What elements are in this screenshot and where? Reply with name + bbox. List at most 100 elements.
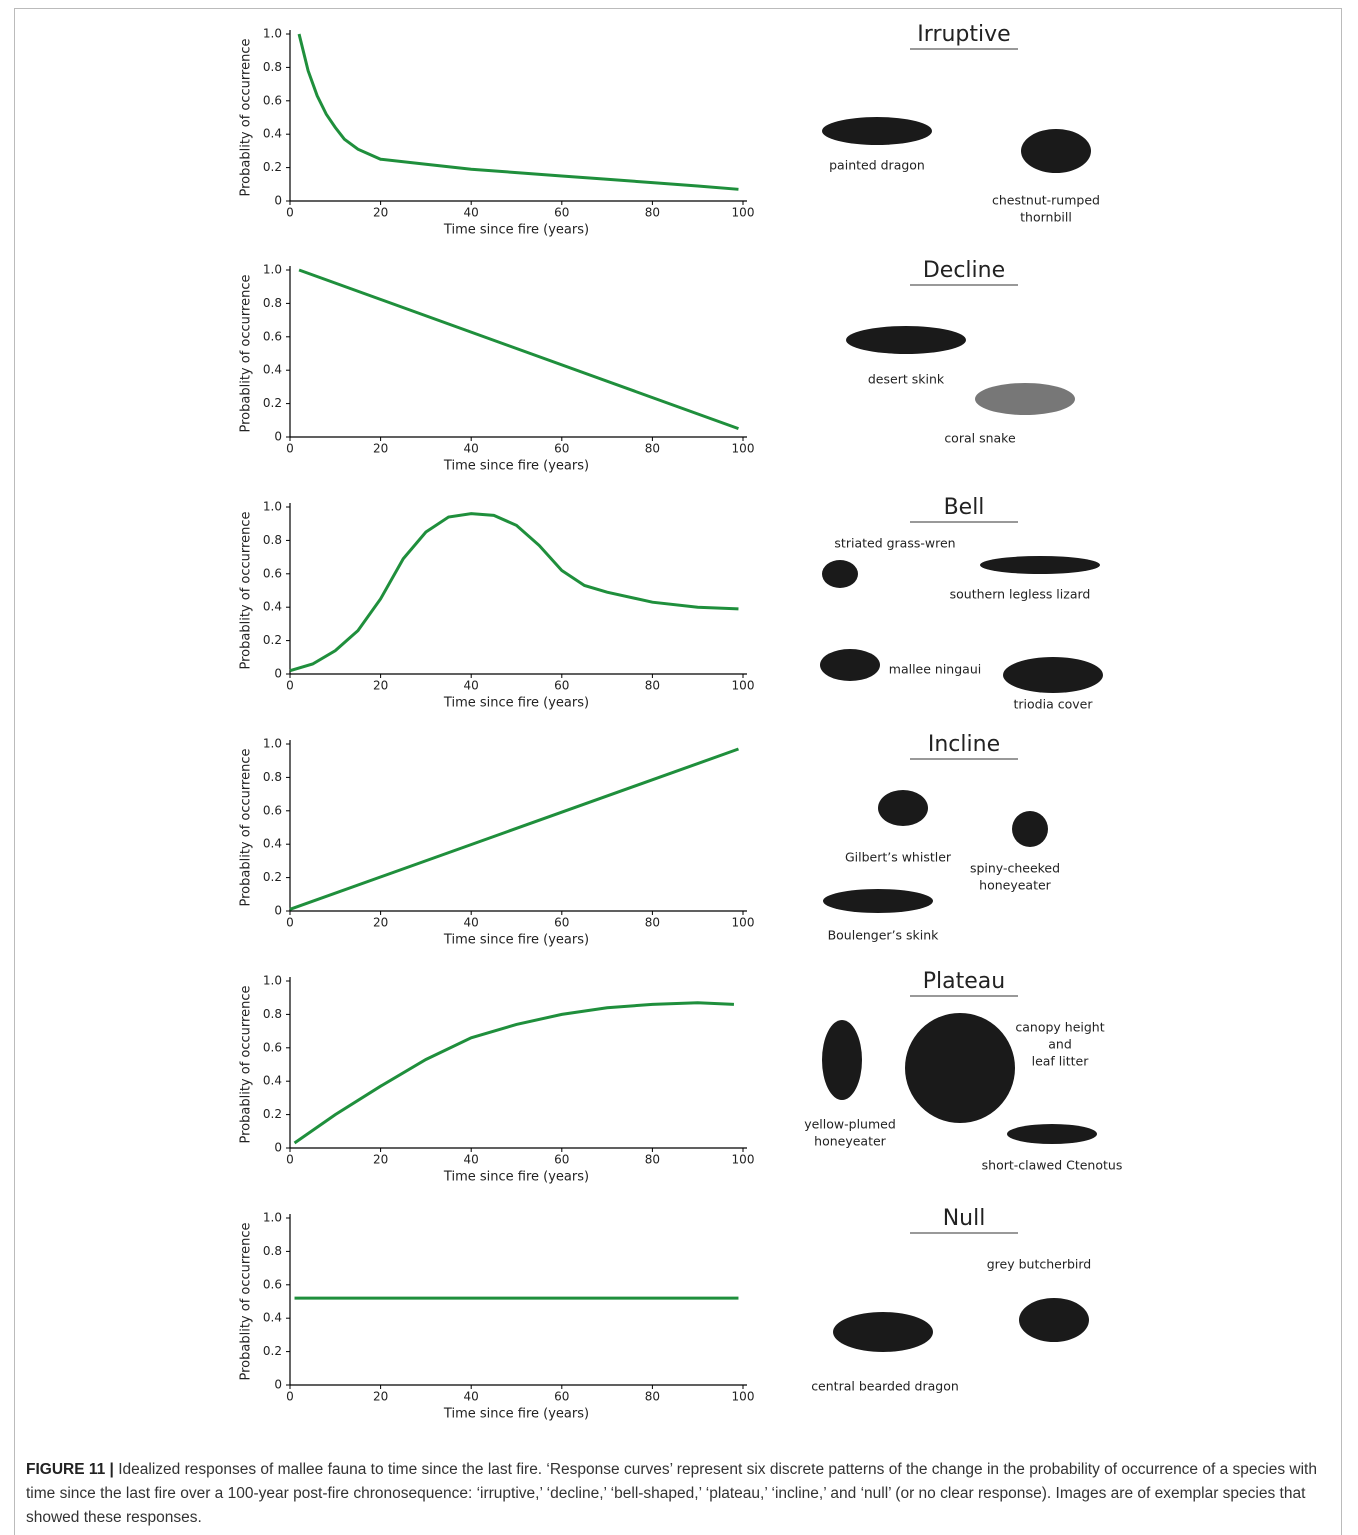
x-tick-label: 100 <box>732 206 755 220</box>
species-label: Boulenger’s skink <box>828 928 940 943</box>
figure: 0 0.2 0.4 0.6 0.8 1.0 0 20 40 60 80 100 Time since f… <box>0 0 1358 1535</box>
x-tick-label: 100 <box>732 679 755 693</box>
species-silhouette <box>1003 657 1103 693</box>
y-tick-label: 0.8 <box>263 60 282 74</box>
y-tick-label: 1.0 <box>263 27 282 41</box>
y-tick-label: 0.8 <box>263 1244 282 1258</box>
x-tick-label: 40 <box>464 1153 479 1167</box>
y-tick-label: 0.8 <box>263 296 282 310</box>
species-label: painted dragon <box>829 158 925 173</box>
species-label: triodia cover <box>1014 697 1094 712</box>
y-tick-label: 0.4 <box>263 600 282 614</box>
panel-title: Plateau <box>923 969 1005 994</box>
species-label: short-clawed Ctenotus <box>982 1158 1123 1173</box>
x-tick-label: 80 <box>645 679 660 693</box>
species-label: mallee ningaui <box>889 662 981 677</box>
species-label: honeyeater <box>979 878 1052 893</box>
y-tick-label: 0 <box>274 904 282 918</box>
x-tick-label: 0 <box>286 679 294 693</box>
species-label: honeyeater <box>814 1134 887 1149</box>
x-axis-label: Time since fire (years) <box>443 459 589 474</box>
species-silhouette <box>822 560 858 588</box>
x-tick-label: 0 <box>286 206 294 220</box>
y-tick-label: 0.6 <box>263 1040 282 1054</box>
y-tick-label: 0.2 <box>263 396 282 410</box>
x-tick-label: 0 <box>286 442 294 456</box>
species-label: and <box>1048 1037 1072 1052</box>
x-tick-label: 40 <box>464 916 479 930</box>
x-tick-label: 20 <box>373 206 388 220</box>
y-tick-label: 0.2 <box>263 160 282 174</box>
x-tick-label: 60 <box>554 1153 569 1167</box>
x-tick-label: 100 <box>732 442 755 456</box>
x-tick-label: 80 <box>645 206 660 220</box>
y-tick-label: 0.4 <box>263 127 282 141</box>
x-tick-label: 80 <box>645 916 660 930</box>
species-silhouette <box>822 1020 862 1100</box>
x-tick-label: 80 <box>645 1390 660 1404</box>
species-label: spiny-cheeked <box>970 861 1060 876</box>
species-silhouette <box>1019 1298 1089 1342</box>
x-tick-label: 0 <box>286 1390 294 1404</box>
y-tick-label: 1.0 <box>263 737 282 751</box>
y-tick-label: 0.6 <box>263 1277 282 1291</box>
y-tick-label: 0.4 <box>263 1074 282 1088</box>
y-tick-label: 0.6 <box>263 93 282 107</box>
x-tick-label: 60 <box>554 1390 569 1404</box>
species-silhouette <box>833 1312 933 1352</box>
x-tick-label: 40 <box>464 1390 479 1404</box>
species-silhouette <box>975 383 1075 415</box>
species-silhouette <box>1021 129 1091 173</box>
y-tick-label: 0.8 <box>263 533 282 547</box>
response-curve <box>290 514 738 671</box>
x-axis-label: Time since fire (years) <box>443 933 589 948</box>
y-tick-label: 1.0 <box>263 1211 282 1225</box>
y-tick-label: 0.6 <box>263 329 282 343</box>
y-tick-label: 0.6 <box>263 566 282 580</box>
x-tick-label: 0 <box>286 916 294 930</box>
x-tick-label: 20 <box>373 1390 388 1404</box>
x-tick-label: 20 <box>373 679 388 693</box>
panel-title: Decline <box>923 258 1005 283</box>
species-silhouette <box>1007 1124 1097 1144</box>
y-tick-label: 0 <box>274 194 282 208</box>
y-tick-label: 1.0 <box>263 500 282 514</box>
y-tick-label: 0.6 <box>263 803 282 817</box>
species-silhouette <box>820 649 880 681</box>
panel-title: Irruptive <box>917 22 1010 47</box>
x-tick-label: 60 <box>554 916 569 930</box>
charts: 0 0.2 0.4 0.6 0.8 1.0 0 20 40 60 80 100 Time since f… <box>0 0 1358 1455</box>
response-curve <box>299 270 738 429</box>
y-tick-label: 0.8 <box>263 1007 282 1021</box>
caption-text: Idealized responses of mallee fauna to t… <box>26 1461 1317 1526</box>
panel-title: Incline <box>928 732 1000 757</box>
species-label: Gilbert’s whistler <box>845 850 952 865</box>
x-tick-label: 100 <box>732 916 755 930</box>
x-tick-label: 100 <box>732 1390 755 1404</box>
y-axis-label: Probablity of occurrence <box>239 512 254 670</box>
species-label: thornbill <box>1020 210 1072 225</box>
panel-title: Bell <box>944 495 985 520</box>
caption-label: FIGURE 11 | <box>26 1461 114 1478</box>
x-tick-label: 20 <box>373 1153 388 1167</box>
y-tick-label: 0.4 <box>263 363 282 377</box>
x-tick-label: 20 <box>373 442 388 456</box>
x-axis-label: Time since fire (years) <box>443 223 589 238</box>
x-tick-label: 20 <box>373 916 388 930</box>
y-tick-label: 1.0 <box>263 263 282 277</box>
species-label: coral snake <box>944 431 1016 446</box>
x-tick-label: 40 <box>464 442 479 456</box>
x-tick-label: 60 <box>554 206 569 220</box>
y-axis-label: Probablity of occurrence <box>239 39 254 197</box>
species-label: leaf litter <box>1032 1054 1090 1069</box>
caption: FIGURE 11 | Idealized responses of malle… <box>26 1458 1336 1530</box>
x-tick-label: 40 <box>464 679 479 693</box>
species-silhouette <box>905 1013 1015 1123</box>
species-label: striated grass-wren <box>834 536 955 551</box>
y-tick-label: 0 <box>274 430 282 444</box>
x-tick-label: 80 <box>645 442 660 456</box>
y-axis-label: Probablity of occurrence <box>239 275 254 433</box>
y-tick-label: 0.2 <box>263 1107 282 1121</box>
y-tick-label: 0 <box>274 1141 282 1155</box>
x-axis-label: Time since fire (years) <box>443 696 589 711</box>
